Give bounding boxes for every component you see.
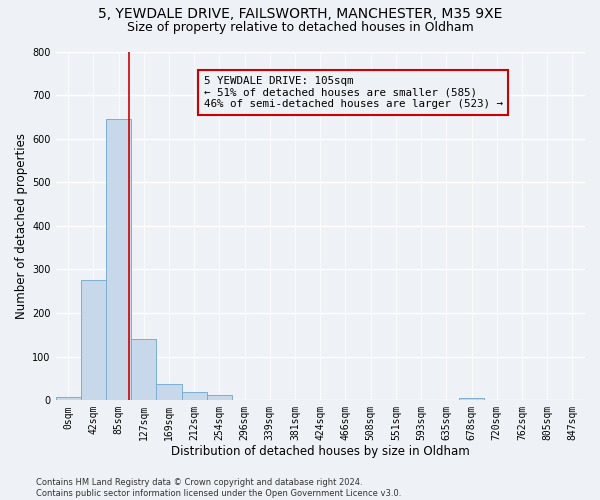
Bar: [459, 398, 484, 400]
Bar: [81, 280, 106, 400]
Text: Contains HM Land Registry data © Crown copyright and database right 2024.
Contai: Contains HM Land Registry data © Crown c…: [36, 478, 401, 498]
Bar: [131, 339, 157, 400]
X-axis label: Distribution of detached houses by size in Oldham: Distribution of detached houses by size …: [171, 444, 470, 458]
Text: 5, YEWDALE DRIVE, FAILSWORTH, MANCHESTER, M35 9XE: 5, YEWDALE DRIVE, FAILSWORTH, MANCHESTER…: [98, 8, 502, 22]
Bar: [157, 384, 182, 400]
Text: Size of property relative to detached houses in Oldham: Size of property relative to detached ho…: [127, 21, 473, 34]
Bar: [106, 119, 131, 400]
Text: 5 YEWDALE DRIVE: 105sqm
← 51% of detached houses are smaller (585)
46% of semi-d: 5 YEWDALE DRIVE: 105sqm ← 51% of detache…: [204, 76, 503, 109]
Bar: [182, 392, 207, 400]
Bar: [207, 395, 232, 400]
Bar: [56, 397, 81, 400]
Y-axis label: Number of detached properties: Number of detached properties: [15, 133, 28, 319]
